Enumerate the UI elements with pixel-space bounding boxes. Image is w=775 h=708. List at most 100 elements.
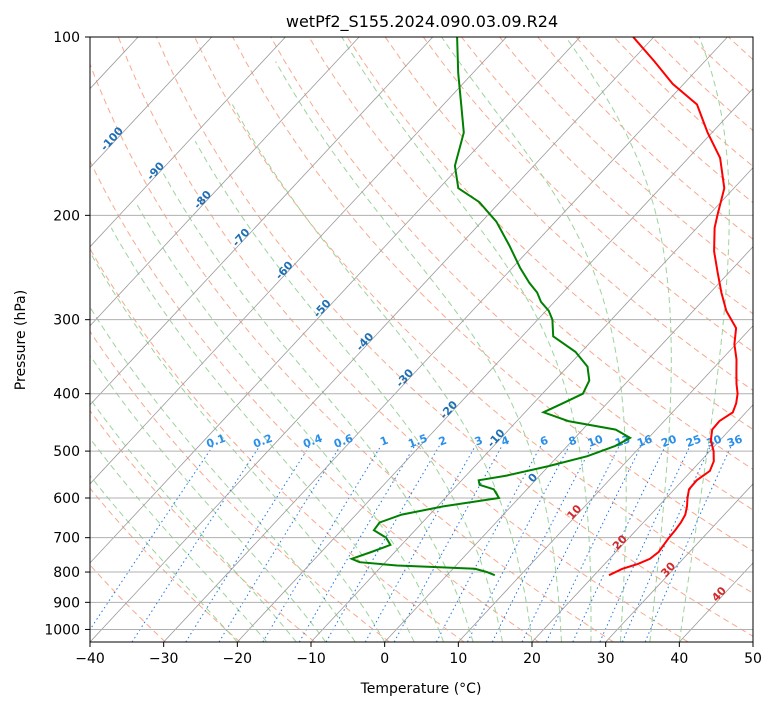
temperature-profile — [608, 37, 739, 577]
y-tick-label: 600 — [53, 491, 80, 507]
y-axis-title: Pressure (hPa) — [13, 290, 29, 390]
x-tick-label: −10 — [296, 651, 326, 667]
isotherm — [310, 167, 753, 642]
chart-title: wetPf2_S155.2024.090.03.09.R24 — [286, 12, 558, 32]
mixing-ratio-label: 1.5 — [406, 432, 429, 451]
mixing-ratio-line — [364, 445, 476, 642]
dry-adiabat — [117, 37, 689, 642]
moist-adiabat — [341, 37, 592, 642]
isotherm — [90, 37, 360, 327]
plot-area: -100-90-80-70-60-50-40-30-20-10010203040… — [90, 37, 753, 642]
mixing-ratio-lines — [90, 445, 732, 642]
dry-adiabat — [346, 37, 753, 431]
isotherm — [90, 37, 655, 642]
isotherms — [90, 37, 753, 642]
isotherm — [237, 88, 753, 642]
mixing-ratio-line — [545, 445, 642, 642]
isotherm — [90, 37, 434, 406]
y-tick-label: 1000 — [44, 622, 80, 638]
dry-adiabat — [90, 247, 465, 642]
moist-adiabat — [90, 437, 268, 642]
y-tick-label: 400 — [53, 387, 80, 403]
x-tick-label: 10 — [449, 651, 467, 667]
mixing-ratio-label: 0.4 — [301, 432, 324, 451]
mixing-ratio-line — [262, 445, 382, 642]
isotherm — [90, 37, 286, 248]
isotherm — [458, 325, 753, 642]
y-tick-label: 200 — [53, 208, 80, 224]
mixing-ratio-line — [435, 445, 542, 642]
dry-adiabat — [194, 37, 753, 594]
mixing-ratio-label: 0.6 — [332, 432, 355, 451]
mixing-ratio-line — [298, 445, 416, 642]
mixing-ratio-line — [644, 445, 732, 642]
dewpoint-profile — [348, 37, 633, 577]
profile-series — [348, 37, 739, 577]
mixing-ratio-label: 10 — [586, 432, 605, 450]
isotherm — [90, 37, 213, 169]
mixing-ratio-label: 4 — [499, 434, 511, 449]
mixing-ratio-label: 8 — [567, 434, 579, 449]
dry-adiabats — [90, 37, 753, 642]
mixing-ratio-line — [90, 445, 214, 631]
x-tick-label: 30 — [597, 651, 615, 667]
dry-adiabat — [232, 37, 753, 552]
moist-adiabat — [135, 201, 445, 642]
moist-adiabat — [441, 37, 627, 642]
moist-adiabat — [678, 37, 730, 642]
mixing-ratio-label: 1 — [378, 434, 390, 449]
mixing-ratio-line — [218, 445, 341, 642]
dry-adiabat — [90, 160, 540, 642]
mixing-ratio-label: 30 — [705, 432, 724, 450]
isotherm — [90, 37, 507, 485]
dry-adiabat — [90, 487, 241, 642]
moist-adiabat — [90, 306, 356, 642]
mixing-ratio-line — [185, 445, 311, 642]
plot-frame — [89, 36, 754, 643]
isotherm — [605, 483, 753, 642]
x-tick-label: 20 — [523, 651, 541, 667]
axes: −40 −30 −20 −10 0 10 20 30 40 5010020030040050060… — [44, 30, 762, 667]
mixing-ratio-label: 16 — [635, 432, 654, 450]
mixing-ratio-label: 0.2 — [251, 432, 274, 451]
moist-adiabat — [110, 227, 415, 642]
isotherm — [384, 246, 753, 642]
mixing-ratio-label: 25 — [684, 432, 703, 449]
moist-adiabat — [275, 61, 562, 642]
isotherm — [531, 404, 753, 642]
dry-adiabat — [90, 330, 390, 642]
y-tick-label: 300 — [53, 313, 80, 329]
isotherm — [90, 37, 581, 564]
moist-adiabat — [90, 251, 386, 642]
y-tick-label: 700 — [53, 531, 80, 547]
mixing-ratio-label: 2 — [437, 434, 449, 449]
x-tick-label: −30 — [149, 651, 179, 667]
mixing-ratio-label: 36 — [725, 432, 744, 450]
mixing-ratio-label: 3 — [473, 434, 485, 449]
mixing-ratio-line — [325, 445, 440, 642]
dry-adiabat — [90, 62, 614, 642]
x-tick-label: 40 — [670, 651, 688, 667]
dry-adiabat — [270, 37, 753, 511]
mixing-ratio-label: 20 — [659, 432, 678, 450]
y-tick-label: 100 — [53, 30, 80, 46]
x-tick-label: 0 — [380, 651, 389, 667]
mixing-ratio-line — [572, 445, 666, 642]
mixing-ratio-label: 0.1 — [205, 432, 228, 451]
x-tick-label: −20 — [223, 651, 253, 667]
x-tick-label: 50 — [744, 651, 762, 667]
gridlines — [90, 37, 753, 630]
moist-adiabat — [565, 37, 672, 642]
isotherm — [163, 37, 728, 642]
mixing-ratio-line — [131, 445, 261, 642]
dry-adiabat — [384, 37, 753, 391]
y-tick-label: 500 — [53, 444, 80, 460]
mixing-ratio-label: 6 — [538, 434, 550, 449]
y-tick-label: 800 — [53, 565, 80, 581]
x-axis-title: Temperature (°C) — [360, 681, 482, 697]
dry-adiabat — [90, 409, 316, 642]
y-tick-label: 900 — [53, 595, 80, 611]
dry-adiabat — [308, 37, 753, 470]
x-tick-label: −40 — [75, 651, 105, 667]
